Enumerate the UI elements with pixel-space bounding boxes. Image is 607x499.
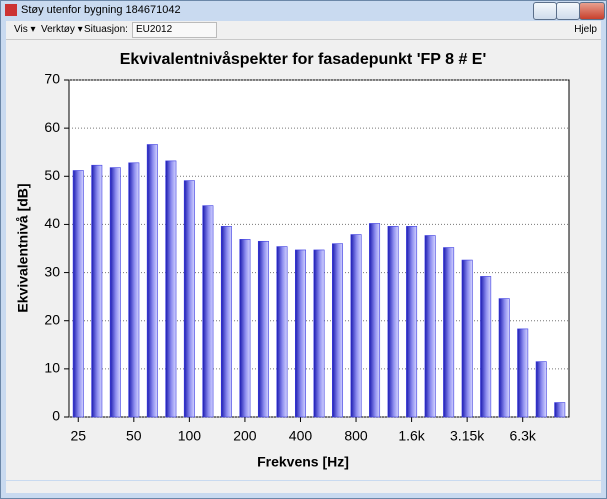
menu-vis[interactable]: Vis ▾	[14, 24, 36, 35]
status-bar	[6, 481, 601, 493]
bar	[294, 249, 306, 418]
x-tick-label: 400	[289, 428, 313, 444]
bar	[202, 205, 214, 418]
chart-title: Ekvivalentnivåspekter for fasadepunkt 'F…	[120, 50, 487, 68]
bar	[165, 160, 177, 418]
bar	[257, 240, 269, 418]
app-icon	[5, 4, 17, 16]
y-tick-label: 0	[52, 408, 60, 424]
bar	[480, 276, 492, 418]
bar	[276, 246, 288, 418]
y-tick-label: 50	[44, 167, 60, 183]
bar	[369, 223, 381, 418]
bar	[72, 170, 84, 418]
situation-label: Situasjon:	[84, 24, 128, 35]
bar	[183, 180, 195, 418]
bar	[109, 167, 121, 418]
y-tick-label: 20	[44, 311, 60, 327]
bar	[332, 243, 344, 418]
x-tick-label: 200	[233, 428, 257, 444]
x-tick-label: 3.15k	[450, 428, 485, 444]
bar	[424, 235, 436, 418]
maximize-button[interactable]	[556, 2, 580, 20]
y-tick-label: 40	[44, 215, 60, 231]
bar	[128, 162, 140, 418]
menu-help[interactable]: Hjelp	[574, 24, 597, 35]
bar	[91, 164, 103, 418]
x-tick-label: 1.6k	[398, 428, 425, 444]
close-button[interactable]	[579, 2, 605, 20]
menu-bar: Vis ▾ Verktøy ▾ Situasjon: EU2012 Hjelp	[6, 21, 601, 40]
y-axis-title: Ekvivalentnivå [dB]	[15, 183, 31, 312]
bar	[517, 328, 529, 418]
bar	[387, 226, 399, 418]
y-tick-label: 70	[44, 71, 60, 87]
bar	[313, 249, 325, 418]
chart: Ekvivalentnivåspekter for fasadepunkt 'F…	[15, 50, 570, 470]
x-tick-label: 100	[178, 428, 202, 444]
bar	[220, 226, 232, 418]
window-title: Støy utenfor bygning 184671042	[21, 4, 181, 16]
menu-verktoy[interactable]: Verktøy ▾	[41, 24, 83, 35]
bar	[498, 298, 510, 418]
chart-panel: Ekvivalentnivåspekter for fasadepunkt 'F…	[6, 40, 601, 480]
bar	[350, 234, 362, 418]
x-tick-label: 50	[126, 428, 142, 444]
bar	[146, 144, 158, 418]
y-tick-label: 10	[44, 360, 60, 376]
bar	[239, 239, 251, 418]
situation-dropdown[interactable]: EU2012	[132, 22, 217, 38]
minimize-button[interactable]	[533, 2, 557, 20]
bar	[535, 361, 547, 418]
bar	[461, 259, 473, 418]
bar	[406, 226, 418, 418]
bar	[554, 402, 566, 418]
x-tick-label: 6.3k	[509, 428, 536, 444]
title-bar: Støy utenfor bygning 184671042	[1, 1, 606, 21]
x-axis-title: Frekvens [Hz]	[257, 454, 349, 470]
y-tick-label: 60	[44, 119, 60, 135]
bar	[443, 247, 455, 418]
y-tick-label: 30	[44, 263, 60, 279]
x-tick-label: 800	[344, 428, 368, 444]
x-tick-label: 25	[70, 428, 86, 444]
